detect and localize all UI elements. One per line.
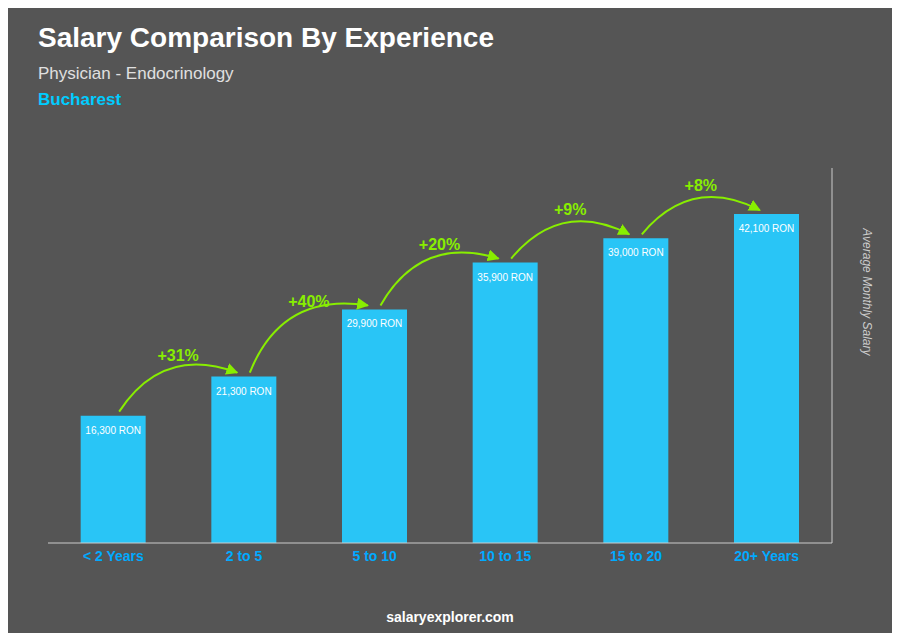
html-text:Salary Comparison By Experienc: Salary Comparison By Experience bbox=[38, 22, 494, 53]
svg-text:15 to 20: 15 to 20 bbox=[610, 548, 662, 564]
svg-text:Average Monthly Salary: Average Monthly Salary bbox=[860, 227, 874, 356]
html-text:salaryexplorer.com: salaryexplorer.com bbox=[386, 609, 514, 625]
svg-text:16,300 RON: 16,300 RON bbox=[85, 425, 141, 436]
svg-text:21,300 RON: 21,300 RON bbox=[216, 386, 272, 397]
html-text:Bucharest: Bucharest bbox=[38, 90, 122, 109]
svg-text:2 to 5: 2 to 5 bbox=[226, 548, 263, 564]
svg-text:35,900 RON: 35,900 RON bbox=[477, 272, 533, 283]
svg-text:5 to 10: 5 to 10 bbox=[352, 548, 397, 564]
svg-text:10 to 15: 10 to 15 bbox=[479, 548, 531, 564]
svg-text:+9%: +9% bbox=[554, 201, 586, 218]
svg-text:20+ Years: 20+ Years bbox=[734, 548, 799, 564]
html-text:Physician - Endocrinology: Physician - Endocrinology bbox=[38, 64, 234, 83]
svg-text:+40%: +40% bbox=[288, 293, 329, 310]
svg-text:< 2 Years: < 2 Years bbox=[83, 548, 144, 564]
svg-text:39,000 RON: 39,000 RON bbox=[608, 247, 664, 258]
svg-text:42,100 RON: 42,100 RON bbox=[739, 223, 795, 234]
svg-text:+31%: +31% bbox=[157, 347, 198, 364]
svg-text:29,900 RON: 29,900 RON bbox=[347, 318, 403, 329]
svg-text:+8%: +8% bbox=[685, 177, 717, 194]
svg-text:+20%: +20% bbox=[419, 236, 460, 253]
